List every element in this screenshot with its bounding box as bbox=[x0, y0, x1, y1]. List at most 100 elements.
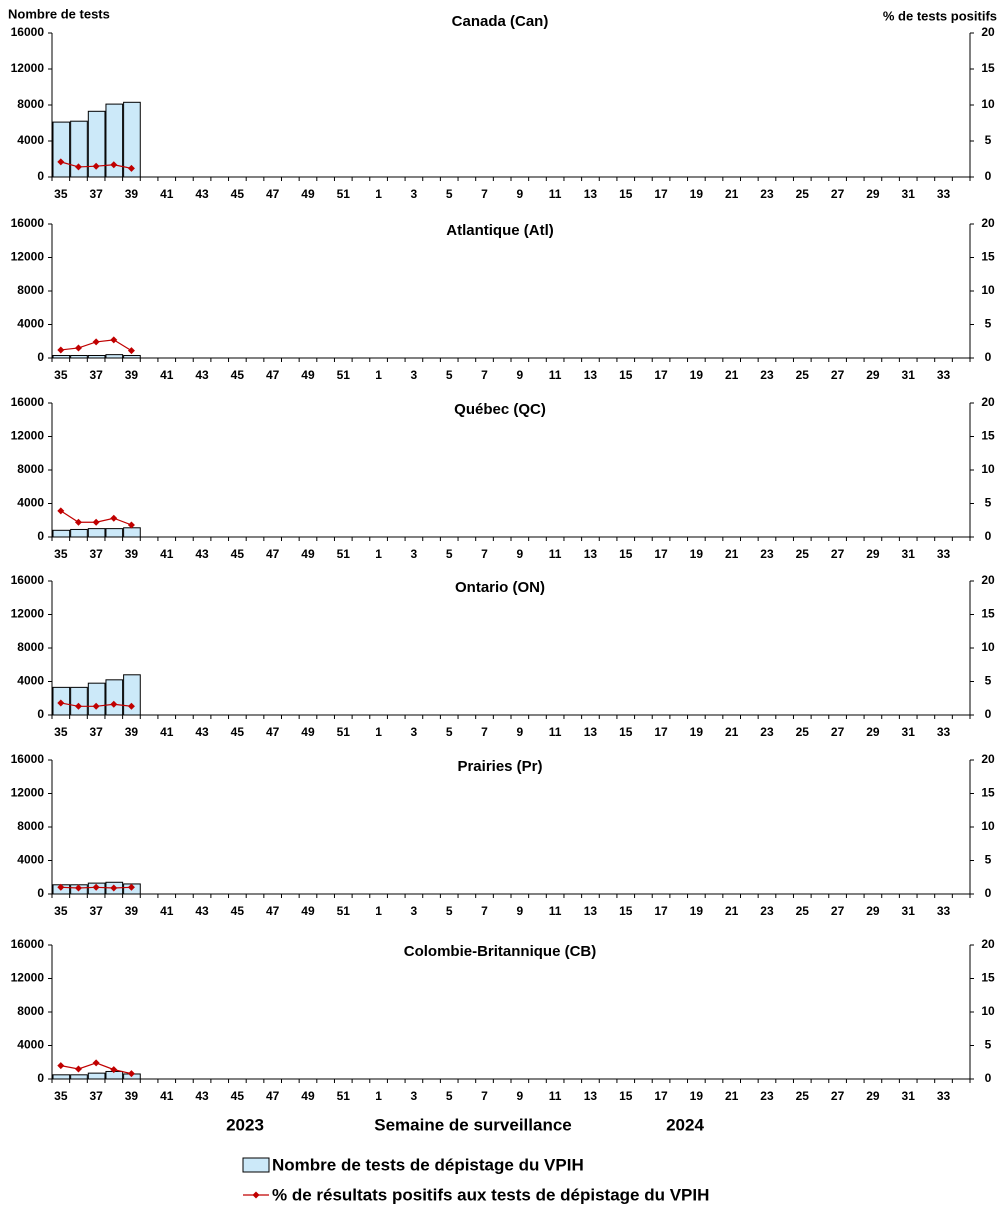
x-tick-label: 43 bbox=[195, 725, 209, 739]
x-tick-label: 43 bbox=[195, 904, 209, 918]
x-tick-label: 51 bbox=[337, 725, 351, 739]
x-tick-label: 31 bbox=[902, 1089, 916, 1103]
y-tick-label: 12000 bbox=[11, 250, 45, 264]
y2-tick-label: 10 bbox=[981, 640, 995, 654]
y2-tick-label: 10 bbox=[981, 819, 995, 833]
x-tick-label: 7 bbox=[481, 1089, 488, 1103]
x-tick-label: 19 bbox=[690, 547, 704, 561]
x-tick-label: 5 bbox=[446, 187, 453, 201]
x-tick-label: 25 bbox=[796, 368, 810, 382]
x-tick-label: 11 bbox=[549, 547, 562, 561]
x-tick-label: 9 bbox=[516, 1089, 523, 1103]
x-tick-label: 31 bbox=[902, 547, 916, 561]
y-tick-label: 12000 bbox=[11, 607, 45, 621]
x-tick-label: 25 bbox=[796, 1089, 810, 1103]
x-tick-label: 7 bbox=[481, 187, 488, 201]
x-tick-label: 31 bbox=[902, 725, 916, 739]
x-tick-label: 1 bbox=[375, 1089, 382, 1103]
x-tick-label: 5 bbox=[446, 904, 453, 918]
y2-tick-label: 10 bbox=[981, 1004, 995, 1018]
x-tick-label: 1 bbox=[375, 368, 382, 382]
line-marker bbox=[57, 507, 65, 515]
y2-tick-label: 0 bbox=[985, 886, 992, 900]
x-tick-label: 37 bbox=[89, 187, 103, 201]
x-tick-label: 49 bbox=[301, 547, 315, 561]
x-tick-label: 7 bbox=[481, 904, 488, 918]
x-tick-label: 47 bbox=[266, 725, 280, 739]
x-tick-label: 7 bbox=[481, 547, 488, 561]
x-tick-label: 49 bbox=[301, 725, 315, 739]
x-tick-label: 15 bbox=[619, 725, 633, 739]
x-tick-label: 17 bbox=[654, 904, 668, 918]
y2-tick-label: 5 bbox=[985, 317, 992, 331]
x-tick-label: 15 bbox=[619, 547, 633, 561]
y-tick-label: 0 bbox=[37, 1071, 44, 1085]
x-tick-label: 27 bbox=[831, 368, 845, 382]
chart-title: Colombie-Britannique (CB) bbox=[404, 943, 597, 960]
x-tick-label: 25 bbox=[796, 547, 810, 561]
x-tick-label: 43 bbox=[195, 368, 209, 382]
bar bbox=[70, 1074, 88, 1080]
x-tick-label: 43 bbox=[195, 187, 209, 201]
x-tick-label: 21 bbox=[725, 904, 739, 918]
line-marker bbox=[74, 163, 82, 171]
x-tick-label: 47 bbox=[266, 368, 280, 382]
x-tick-label: 13 bbox=[584, 725, 598, 739]
x-tick-label: 3 bbox=[411, 1089, 418, 1103]
x-tick-label: 37 bbox=[89, 904, 103, 918]
line-marker bbox=[74, 344, 82, 352]
y-tick-label: 4000 bbox=[17, 317, 44, 331]
y2-tick-label: 5 bbox=[985, 1038, 992, 1052]
x-tick-label: 19 bbox=[690, 1089, 704, 1103]
x-tick-label: 35 bbox=[54, 547, 68, 561]
bar bbox=[52, 529, 71, 538]
y2-tick-label: 5 bbox=[985, 133, 992, 147]
x-tick-label: 47 bbox=[266, 187, 280, 201]
x-tick-label: 35 bbox=[54, 187, 68, 201]
line-marker bbox=[92, 338, 100, 346]
x-tick-label: 45 bbox=[231, 547, 245, 561]
y2-tick-label: 15 bbox=[981, 607, 995, 621]
y2-tick-label: 15 bbox=[981, 250, 995, 264]
x-tick-label: 23 bbox=[760, 725, 774, 739]
x-tick-label: 23 bbox=[760, 904, 774, 918]
x-tick-label: 45 bbox=[231, 904, 245, 918]
x-tick-label: 9 bbox=[516, 547, 523, 561]
x-tick-label: 33 bbox=[937, 904, 951, 918]
x-tick-label: 37 bbox=[89, 1089, 103, 1103]
bar bbox=[87, 1072, 106, 1080]
x-tick-label: 49 bbox=[301, 1089, 315, 1103]
x-tick-label: 13 bbox=[584, 368, 598, 382]
line-marker bbox=[57, 346, 65, 354]
y-tick-label: 8000 bbox=[17, 640, 44, 654]
y2-tick-label: 0 bbox=[985, 350, 992, 364]
bar bbox=[52, 121, 71, 178]
bar bbox=[70, 528, 88, 538]
x-tick-label: 17 bbox=[654, 547, 668, 561]
x-tick-label: 39 bbox=[125, 725, 139, 739]
x-tick-label: 31 bbox=[902, 904, 916, 918]
y2-tick-label: 5 bbox=[985, 496, 992, 510]
x-tick-label: 27 bbox=[831, 725, 845, 739]
x-axis-label: Semaine de surveillance bbox=[374, 1115, 572, 1134]
y-tick-label: 4000 bbox=[17, 1038, 44, 1052]
x-tick-label: 13 bbox=[584, 547, 598, 561]
x-tick-label: 33 bbox=[937, 547, 951, 561]
x-tick-label: 31 bbox=[902, 368, 916, 382]
line-marker bbox=[92, 162, 100, 170]
chart-title: Ontario (ON) bbox=[455, 579, 545, 596]
y-tick-label: 12000 bbox=[11, 971, 45, 985]
line-marker bbox=[92, 883, 100, 891]
y2-tick-label: 5 bbox=[985, 674, 992, 688]
x-tick-label: 51 bbox=[337, 904, 351, 918]
x-tick-label: 35 bbox=[54, 368, 68, 382]
y-tick-label: 0 bbox=[37, 529, 44, 543]
x-tick-label: 1 bbox=[375, 904, 382, 918]
line-marker bbox=[74, 1065, 82, 1073]
y-tick-label: 4000 bbox=[17, 674, 44, 688]
x-tick-label: 43 bbox=[195, 547, 209, 561]
y2-tick-label: 10 bbox=[981, 283, 995, 297]
y-tick-label: 8000 bbox=[17, 97, 44, 111]
y-tick-label: 12000 bbox=[11, 429, 45, 443]
x-tick-label: 41 bbox=[160, 187, 174, 201]
